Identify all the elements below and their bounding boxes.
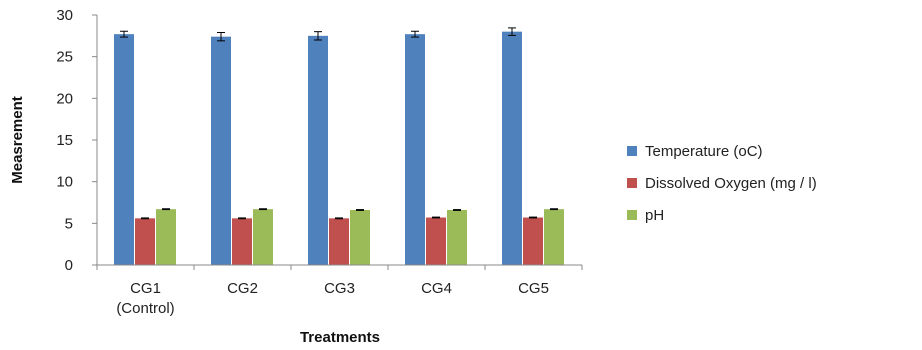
x-tick-label: CG4	[421, 280, 452, 297]
legend-label: Dissolved Oxygen (mg / l)	[645, 175, 817, 192]
y-tick-label: 25	[56, 49, 73, 66]
legend-swatch	[627, 210, 637, 220]
bar	[502, 31, 522, 265]
bar	[211, 36, 231, 265]
bar	[447, 210, 467, 265]
x-tick-label: CG5	[518, 280, 549, 297]
x-axis-title: Treatments	[300, 329, 380, 346]
y-axis-title: Measrement	[9, 96, 26, 184]
axes: 0 5 10 15 20 25 30 CG1 (Control) CG2 CG3 CG4 CG5	[56, 7, 583, 317]
bar	[329, 218, 349, 265]
legend-swatch	[627, 146, 637, 156]
legend: Temperature (oC) Dissolved Oxygen (mg / l…	[627, 143, 817, 224]
y-tick-label: 30	[56, 7, 73, 24]
y-tick-label: 10	[56, 174, 73, 191]
x-tick-label: CG1	[130, 280, 161, 297]
bar	[350, 210, 370, 265]
bar	[308, 35, 328, 266]
x-tick-label: CG3	[324, 280, 355, 297]
y-tick-label: 5	[65, 215, 73, 232]
legend-label: Temperature (oC)	[645, 143, 763, 160]
legend-swatch	[627, 178, 637, 188]
legend-label: pH	[645, 207, 664, 224]
y-tick-label: 15	[56, 132, 73, 149]
bar	[114, 34, 134, 265]
plot-area	[114, 27, 564, 266]
bar	[253, 209, 273, 265]
bar	[544, 209, 564, 265]
bar	[405, 34, 425, 265]
x-tick-label: CG2	[227, 280, 258, 297]
y-tick-label: 0	[65, 257, 73, 274]
y-tick-label: 20	[56, 90, 73, 107]
bar	[135, 218, 155, 265]
bar	[523, 217, 543, 265]
bar	[426, 217, 446, 265]
bar	[232, 218, 252, 265]
x-tick-label: (Control)	[116, 300, 174, 317]
bar	[156, 209, 176, 265]
